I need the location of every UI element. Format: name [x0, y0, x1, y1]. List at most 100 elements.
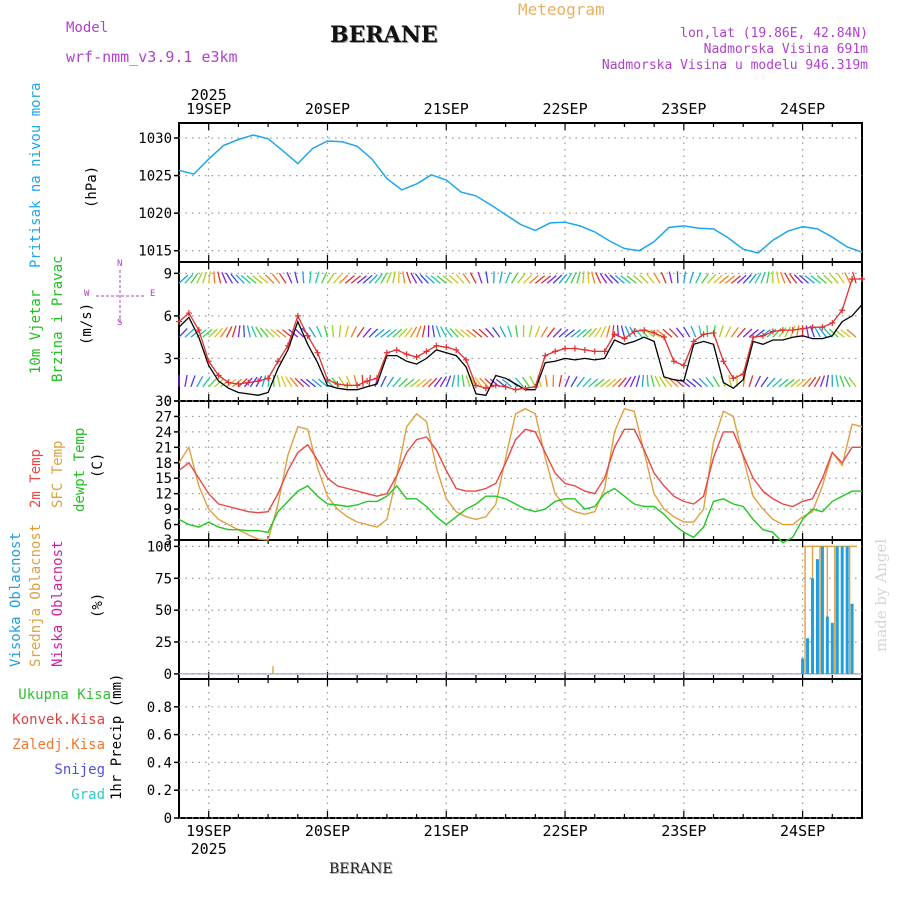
year-label-top: 2025 [191, 86, 227, 104]
wind-direction-arrow [829, 273, 839, 284]
wind-direction-arrow [392, 377, 402, 388]
wind-gust-marker [344, 382, 351, 389]
wind-gust-marker [849, 276, 856, 283]
wind-direction-arrow [338, 274, 349, 284]
wind-direction-arrow [808, 376, 817, 388]
wind-speed-line [178, 304, 863, 397]
panel-frame-temperature [178, 400, 863, 541]
wind-direction-arrow [558, 273, 568, 284]
wind-gust-marker [720, 358, 727, 365]
wind-direction-arrow [614, 275, 625, 284]
high-cloud-bar [825, 616, 829, 674]
wind-direction-arrow [588, 378, 599, 388]
wind-direction-arrow [839, 375, 845, 388]
wind-direction-arrow [449, 327, 459, 338]
wind-direction-arrow [314, 271, 320, 284]
ytick-label-wind: 6 [164, 309, 172, 325]
wind-gust-marker [552, 348, 559, 355]
wind-direction-arrow [784, 272, 792, 284]
wind-direction-arrow [654, 375, 661, 388]
wind-direction-arrow [386, 329, 397, 338]
model-label: Model [66, 20, 109, 36]
wind-direction-arrow [629, 375, 637, 388]
wind-direction-arrow [591, 271, 596, 284]
wind-direction-arrow [202, 328, 213, 338]
wind-direction-arrow [214, 378, 225, 388]
wind-direction-arrow [276, 374, 281, 387]
wind-gust-marker [542, 352, 549, 359]
wind-direction-arrow [294, 377, 305, 388]
wind-direction-arrow [523, 274, 533, 284]
wind-direction-arrow [415, 325, 422, 338]
wind-gust-marker [423, 348, 430, 355]
wind-direction-arrow [435, 325, 441, 338]
wind-direction-arrow [282, 329, 293, 338]
model-name: wrf-nmm_v3.9.1 e3km [66, 48, 238, 66]
wind-direction-arrow [724, 326, 732, 338]
wind-gust-marker [235, 380, 242, 387]
wind-direction-arrow [788, 273, 798, 284]
wind-direction-arrow [406, 271, 412, 284]
ytick-label-temperature: 9 [164, 502, 172, 518]
wind-direction-arrow [818, 327, 827, 338]
wind-gust-marker [472, 382, 479, 389]
wind-direction-arrow [178, 274, 189, 284]
wind-direction-arrow [485, 271, 489, 284]
wind-direction-arrow [760, 271, 766, 284]
wind-direction-arrow [270, 328, 281, 338]
wind-direction-arrow [317, 378, 328, 388]
wind-gust-marker [255, 378, 262, 385]
wind-direction-arrow [799, 274, 809, 284]
wind-direction-arrow [220, 326, 228, 338]
wind-direction-arrow [712, 376, 721, 388]
wind-direction-arrow [690, 325, 697, 338]
ytick-label-temperature: 24 [155, 425, 172, 441]
wind-direction-arrow [600, 378, 611, 388]
wind-direction-arrow [611, 325, 615, 338]
compass-n: N [117, 259, 123, 269]
wind-direction-arrow [501, 378, 513, 388]
wind-direction-arrow [302, 271, 305, 284]
wind-direction-arrow [350, 275, 362, 284]
wind-direction-arrow [419, 274, 429, 284]
wind-gust-marker [245, 379, 252, 386]
day-label-bottom: 23SEP [661, 822, 706, 840]
wind-direction-arrow [775, 271, 780, 284]
wind-direction-arrow [813, 326, 821, 338]
wind-gust-line [178, 278, 862, 391]
high-cloud-bar [845, 546, 849, 674]
wind-direction-arrow [479, 377, 489, 388]
wind-direction-arrow [444, 327, 453, 338]
ytick-label-pressure: 1020 [138, 206, 172, 222]
ytick-label-pressure: 1030 [138, 131, 172, 147]
wind-direction-arrow [742, 274, 752, 284]
wind-gust-marker [185, 310, 192, 317]
wind-direction-arrow [616, 325, 620, 338]
wind-direction-arrow [344, 275, 355, 284]
wind-direction-arrow [623, 376, 632, 388]
day-label-top: 20SEP [305, 100, 350, 118]
wind-direction-arrow [398, 378, 408, 388]
high-cloud-bar [815, 559, 819, 674]
wind-direction-arrow [344, 325, 350, 338]
wind-direction-arrow [380, 329, 391, 338]
wind-direction-arrow [499, 271, 503, 284]
ytick-label-temperature: 27 [155, 409, 172, 425]
wind-direction-arrow [650, 375, 655, 387]
wind-direction-arrow [698, 377, 709, 388]
day-label-top: 21SEP [424, 100, 469, 118]
wind-gust-marker [571, 345, 578, 352]
wind-gust-marker [492, 382, 499, 389]
ytick-label-wind: 0 [164, 394, 172, 410]
ytick-label-clouds: 25 [155, 635, 172, 651]
wind-direction-arrow [844, 272, 851, 284]
wind-direction-arrow [465, 375, 471, 388]
ytick-label-temperature: 15 [155, 471, 172, 487]
wind-direction-arrow [660, 271, 667, 284]
wind-direction-arrow [736, 327, 746, 338]
wind-direction-arrow [825, 374, 830, 387]
wind-direction-arrow [356, 275, 367, 284]
wind-direction-arrow [719, 275, 730, 284]
wind-direction-arrow [582, 328, 592, 338]
wind-direction-arrow [410, 378, 421, 388]
